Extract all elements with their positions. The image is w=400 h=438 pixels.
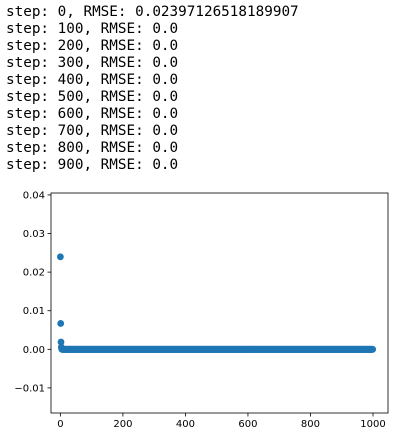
y-tick-label: −0.01 bbox=[14, 383, 45, 394]
log-line: step: 700, RMSE: 0.0 bbox=[6, 123, 179, 139]
x-tick-label: 1000 bbox=[360, 419, 385, 430]
log-line: step: 100, RMSE: 0.0 bbox=[6, 21, 179, 37]
scatter-point bbox=[369, 345, 377, 353]
scatter-points bbox=[56, 253, 377, 353]
y-tick-label: 0.03 bbox=[23, 229, 45, 240]
scatter-point bbox=[56, 253, 64, 261]
y-tick-label: 0.04 bbox=[23, 190, 45, 201]
log-line: step: 600, RMSE: 0.0 bbox=[6, 106, 179, 122]
log-line: step: 400, RMSE: 0.0 bbox=[6, 72, 179, 88]
y-tick-label: 0.01 bbox=[23, 306, 45, 317]
x-tick-label: 800 bbox=[301, 419, 320, 430]
training-log: step: 0, RMSE: 0.02397126518189907 step:… bbox=[6, 4, 299, 174]
log-line: step: 500, RMSE: 0.0 bbox=[6, 89, 179, 105]
x-tick-label: 200 bbox=[113, 419, 132, 430]
scatter-point bbox=[57, 320, 65, 327]
log-line: step: 900, RMSE: 0.0 bbox=[6, 157, 179, 173]
plot-frame bbox=[50, 192, 389, 414]
log-line: step: 0, RMSE: 0.02397126518189907 bbox=[6, 4, 299, 20]
log-line: step: 300, RMSE: 0.0 bbox=[6, 55, 179, 71]
scatter-point bbox=[57, 338, 65, 346]
log-line: step: 200, RMSE: 0.0 bbox=[6, 38, 179, 54]
x-tick-label: 400 bbox=[176, 419, 195, 430]
log-line: step: 800, RMSE: 0.0 bbox=[6, 140, 179, 156]
x-tick-label: 600 bbox=[238, 419, 257, 430]
x-tick-label: 0 bbox=[57, 419, 63, 430]
axes: 0 200 400 600 800 1000 −0.01 0.00 0.01 0.02 0.03 0.… bbox=[14, 190, 389, 430]
y-tick-label: 0.02 bbox=[23, 268, 45, 279]
y-tick-label: 0.00 bbox=[23, 345, 45, 356]
